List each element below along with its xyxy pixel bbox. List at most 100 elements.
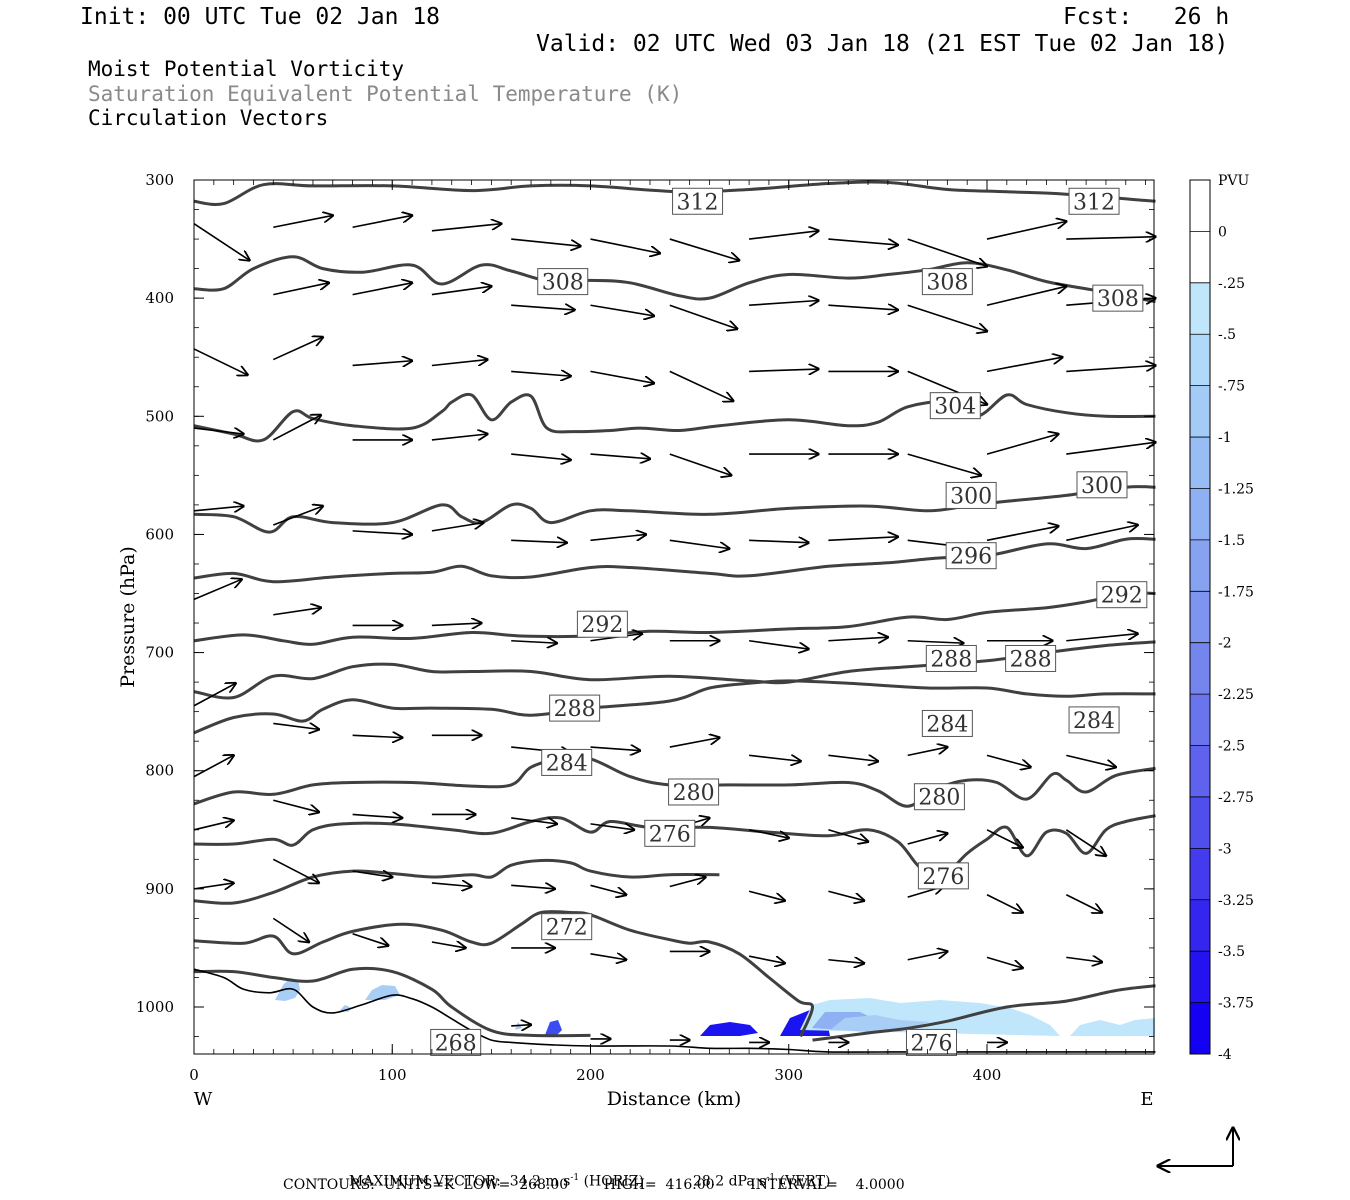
contour-label: 308: [542, 271, 584, 296]
circulation-vector: [193, 506, 244, 511]
x-tick-label: 100: [378, 1066, 407, 1084]
circulation-vector: [590, 884, 627, 894]
circulation-vector: [669, 877, 706, 888]
circulation-vector: [511, 238, 580, 246]
y-tick-label: 600: [145, 525, 174, 543]
circulation-vector: [986, 357, 1062, 373]
horiz-unit: (HORIZ): [583, 1173, 644, 1190]
contour-line: [193, 485, 1156, 534]
pv-patch: [365, 985, 400, 1000]
colorbar-label: -3: [1218, 841, 1232, 857]
valid-time: Valid: 02 UTC Wed 03 Jan 18 (21 EST Tue …: [536, 31, 1229, 57]
field-title-theta-es: Saturation Equivalent Potential Temperat…: [88, 82, 683, 106]
circulation-vector: [1066, 754, 1116, 767]
circulation-vector: [907, 833, 948, 845]
circulation-vector: [669, 539, 729, 548]
contour-label: 276: [922, 865, 964, 890]
max-horiz-value: 34.2 m s: [509, 1173, 571, 1190]
colorbar-title: PVU: [1218, 173, 1250, 189]
circulation-vector: [352, 932, 389, 946]
circulation-vector: [907, 453, 981, 475]
colorbar-swatch: [1190, 488, 1210, 541]
contour-line: [193, 591, 1156, 646]
circulation-vector: [590, 824, 635, 830]
colorbar-swatch: [1190, 694, 1210, 747]
contour-label-box: [1005, 644, 1057, 672]
contour-label-box: [1092, 284, 1144, 312]
contour-label: 300: [1081, 474, 1123, 499]
circulation-vector: [986, 434, 1058, 455]
circulation-vector: [193, 579, 242, 601]
circulation-vector: [431, 523, 484, 532]
contour-label-box: [672, 187, 724, 215]
contour-label: 288: [930, 647, 972, 672]
contour-label: 268: [435, 1031, 477, 1056]
y-tick-label: 300: [145, 171, 174, 189]
circulation-vector: [431, 623, 482, 625]
circulation-vector: [1066, 957, 1102, 962]
circulation-vector: [1065, 829, 1106, 856]
circulation-vector: [511, 540, 567, 542]
contour-label: 312: [1073, 190, 1115, 215]
circulation-vector: [1066, 634, 1137, 642]
contour-label-box: [668, 778, 720, 806]
colorbar-label: -1.75: [1218, 584, 1254, 600]
contour-label: 308: [926, 271, 968, 296]
circulation-vector: [748, 639, 808, 649]
circulation-vector: [828, 637, 887, 641]
circulation-vector: [193, 223, 250, 261]
colorbar-swatch: [1190, 745, 1210, 798]
circulation-vector: [986, 829, 1023, 848]
circulation-vector: [986, 221, 1066, 240]
circulation-vector: [273, 799, 319, 812]
contour-label-box: [1076, 471, 1128, 499]
contour-line: [193, 814, 1156, 883]
circulation-vector: [749, 301, 818, 306]
y-tick-label: 1000: [136, 998, 174, 1016]
contour-label: 288: [554, 697, 596, 722]
contour-label: 312: [677, 190, 719, 215]
contour-label-box: [549, 694, 601, 722]
circulation-vector: [511, 818, 557, 824]
colorbar-label: -4: [1218, 1047, 1232, 1063]
circulation-vector: [907, 238, 987, 266]
circulation-vector: [590, 454, 650, 459]
colorbar-label: -2.75: [1218, 790, 1254, 806]
contour-label: 308: [1097, 287, 1139, 312]
minor-ticks: [193, 179, 1154, 1054]
circulation-vector: [431, 224, 501, 232]
plot-frame: [193, 179, 1155, 1055]
field-title-mpv: Moist Potential Vorticity: [88, 57, 405, 81]
circulation-vector: [748, 955, 785, 963]
max-vert-value: 28.2 dPa s: [692, 1173, 767, 1190]
circulation-vector: [352, 814, 403, 818]
circulation-vector: [590, 954, 627, 960]
contour-label-box: [945, 481, 997, 509]
circulation-vector: [511, 1025, 531, 1026]
circulation-vector: [193, 348, 248, 375]
circulation-vector: [590, 747, 641, 751]
circulation-vector: [352, 361, 412, 366]
contour-label-box: [917, 862, 969, 890]
init-time: Init: 00 UTC Tue 02 Jan 18: [80, 4, 441, 30]
colorbar-label: 0: [1218, 224, 1227, 240]
contour-line: [193, 392, 1156, 443]
contour-labels: 312 312 308 308 308 304 300 300 296 292 292 288 288 2…: [430, 187, 1148, 1056]
circulation-vector: [749, 231, 818, 240]
circulation-vector: [986, 894, 1023, 913]
colorbar-swatch: [1190, 899, 1210, 952]
circulation-vector: [193, 683, 236, 707]
contour-label: 300: [950, 484, 992, 509]
circulation-vector: [1066, 442, 1155, 455]
contour-label-box: [921, 268, 973, 296]
axis-ticks: 0 100 200 300 400 300 400 500 600 700 800 900 1000: [136, 171, 1154, 1084]
circulation-vector: [986, 526, 1058, 542]
circulation-vector: [1066, 237, 1155, 239]
colorbar-label: -.5: [1218, 327, 1236, 343]
circulation-vector: [431, 942, 466, 948]
circulation-vector: [828, 305, 897, 310]
vert-unit: (VERT): [779, 1173, 831, 1190]
colorbar-swatch: [1190, 231, 1210, 284]
circulation-vector: [352, 871, 393, 877]
circulation-vector: [273, 215, 332, 229]
